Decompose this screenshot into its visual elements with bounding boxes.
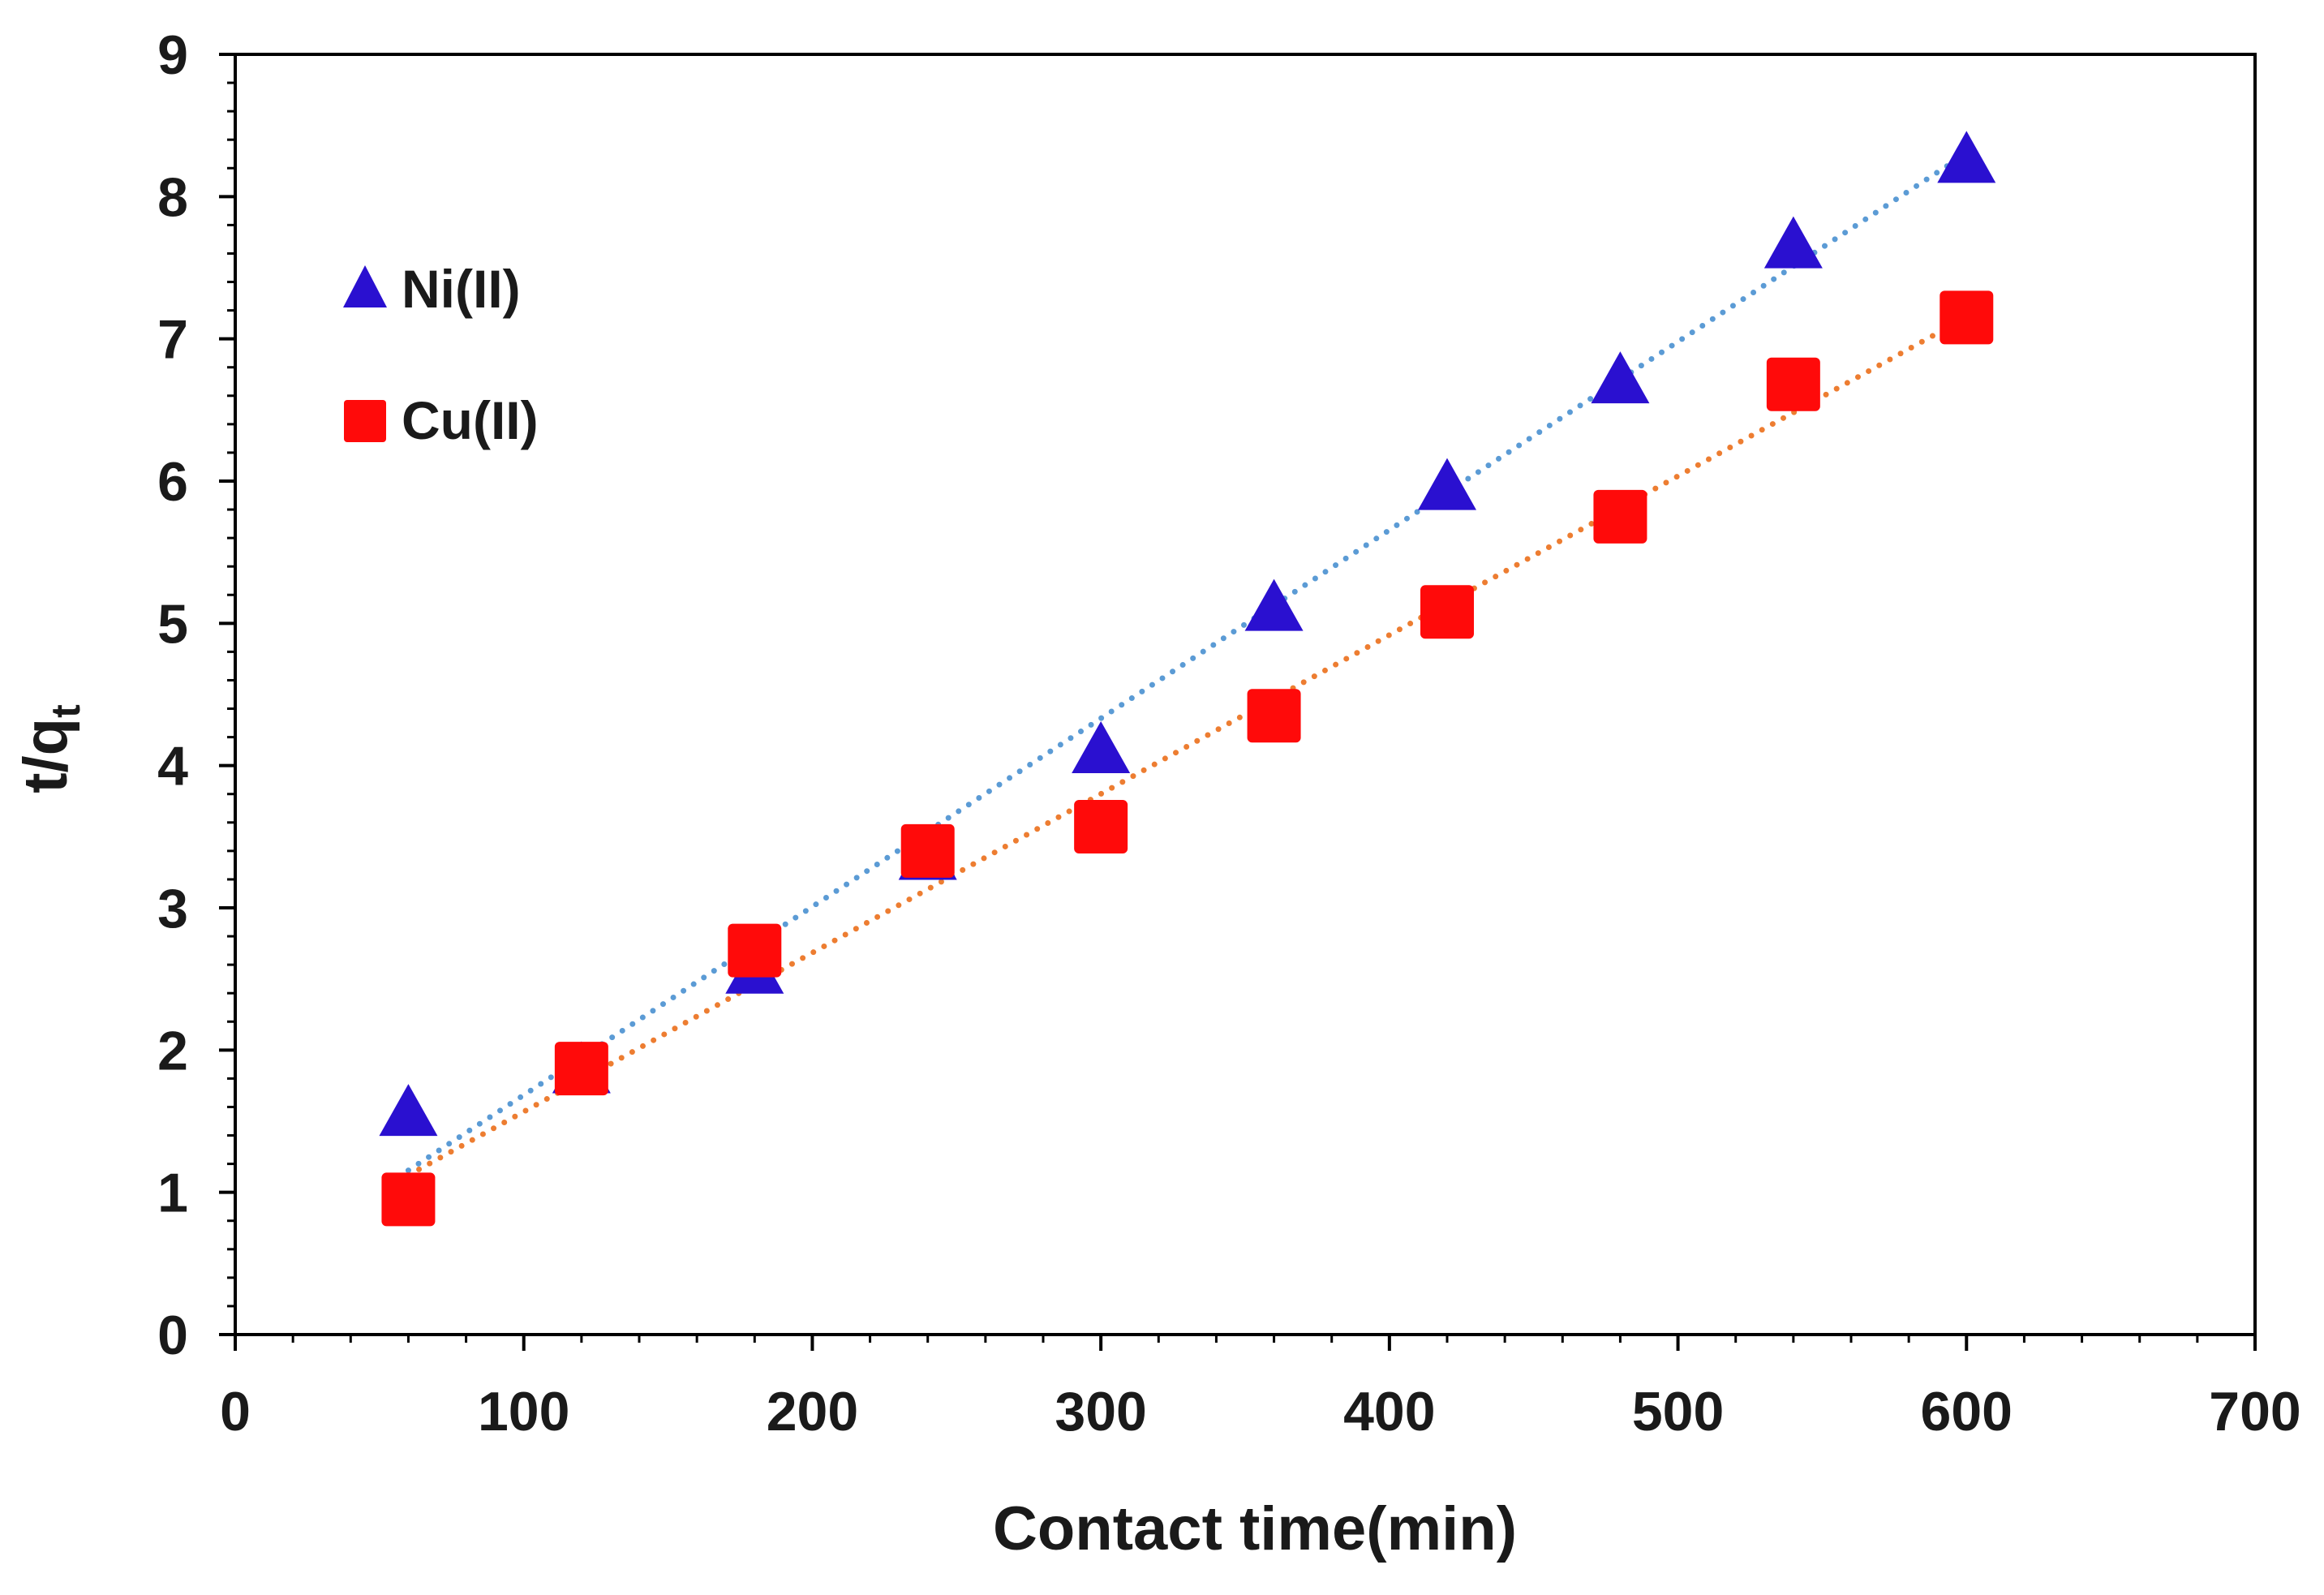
y-tick-label: 1: [157, 1163, 188, 1224]
data-point-cuii: [900, 823, 955, 878]
y-tick-label: 9: [157, 24, 188, 86]
legend-label-cuii: Cu(II): [402, 390, 539, 450]
y-tick-label: 6: [157, 451, 188, 513]
data-point-niii: [1418, 458, 1476, 510]
data-point-cuii: [554, 1042, 608, 1096]
legend-marker-niii: [343, 265, 387, 307]
x-tick-label: 700: [2209, 1381, 2300, 1442]
x-axis-title: Contact time(min): [993, 1494, 1517, 1563]
y-tick-label: 8: [157, 166, 188, 228]
y-tick-label: 0: [157, 1305, 188, 1366]
data-point-cuii: [1766, 357, 1820, 411]
trendline-niii: [405, 150, 1970, 1174]
trendline-cuii: [405, 314, 1970, 1179]
data-point-niii: [1591, 351, 1650, 404]
data-point-niii: [1937, 131, 1996, 183]
data-point-cuii: [1940, 290, 1994, 345]
data-point-niii: [379, 1084, 438, 1137]
legend-marker-cuii: [344, 400, 386, 442]
y-tick-label: 5: [157, 593, 188, 655]
y-tick-label: 3: [157, 878, 188, 939]
x-tick-label: 300: [1055, 1381, 1146, 1442]
data-point-niii: [1244, 578, 1304, 631]
y-axis-title-main: t/q: [11, 718, 80, 793]
x-tick-label: 100: [478, 1381, 569, 1442]
y-tick-label: 7: [157, 309, 188, 371]
data-point-cuii: [1074, 800, 1128, 854]
data-point-cuii: [1420, 585, 1474, 639]
x-tick-label: 600: [1921, 1381, 2013, 1442]
x-tick-label: 500: [1632, 1381, 1724, 1442]
data-point-niii: [1763, 216, 1823, 269]
data-point-cuii: [1593, 489, 1647, 544]
data-point-niii: [1072, 721, 1131, 774]
x-tick-label: 400: [1343, 1381, 1435, 1442]
data-point-cuii: [1247, 689, 1301, 743]
y-tick-label: 4: [157, 736, 188, 798]
data-point-cuii: [381, 1172, 436, 1227]
data-point-cuii: [728, 923, 782, 978]
y-axis-title-subscript: t: [43, 704, 88, 718]
legend-label-niii: Ni(II): [402, 259, 521, 319]
x-tick-label: 200: [767, 1381, 858, 1442]
plot-area-frame: [234, 53, 2257, 1336]
y-axis-title: t/qt: [11, 704, 88, 793]
y-tick-label: 2: [157, 1020, 188, 1081]
x-tick-label: 0: [220, 1381, 251, 1442]
